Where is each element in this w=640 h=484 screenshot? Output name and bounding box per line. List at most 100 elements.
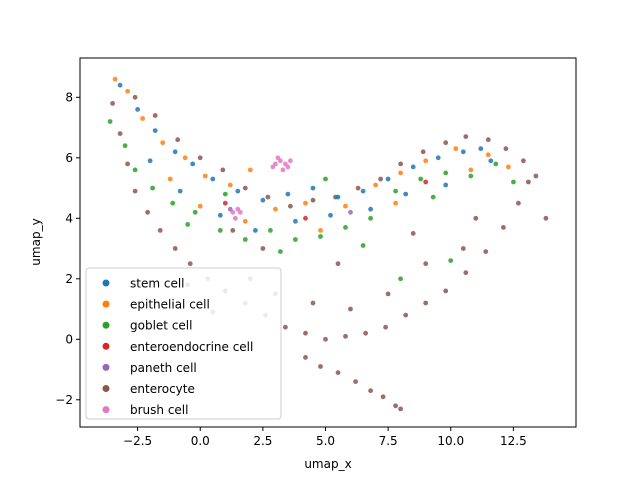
stem-cell-point: [443, 182, 449, 188]
goblet-cell-point: [418, 176, 424, 182]
epithelial-cell-point: [242, 218, 248, 224]
plot-area-frame: [79, 57, 577, 428]
enterocyte-point: [526, 179, 531, 185]
y-tick-label: 0: [65, 332, 73, 346]
legend-label: paneth cell: [130, 361, 197, 375]
enterocyte-point: [463, 134, 469, 140]
stem-cell-point: [285, 191, 291, 197]
enterocyte-point: [393, 403, 398, 409]
enterocyte-point: [220, 167, 226, 173]
x-axis-label: umap_x: [304, 457, 351, 471]
stem-cell-point: [190, 161, 196, 167]
goblet-cell-point: [360, 243, 366, 248]
legend-frame: [85, 267, 282, 420]
legend-label: stem cell: [130, 277, 185, 291]
epithelial-cell-point: [160, 140, 166, 146]
stem-cell-point: [478, 146, 484, 152]
enteroendocrine-cell-point: [222, 200, 228, 206]
goblet-cell-point: [368, 215, 373, 221]
enterocyte-point: [132, 94, 138, 100]
enterocyte-point: [335, 370, 341, 375]
x-axis: −2.5 0.0 2.5 5.0 7.5 10.0 12.5: [123, 427, 527, 448]
enterocyte-point: [145, 209, 151, 215]
enterocyte-point: [125, 161, 130, 167]
stem-cell-point: [435, 155, 441, 161]
legend-label: brush cell: [130, 403, 188, 417]
stem-cell-point: [460, 149, 466, 155]
epithelial-cell-point: [318, 228, 323, 233]
y-tick-label: 2: [65, 272, 73, 286]
goblet-cell-point: [268, 228, 273, 233]
stem-cell-point: [328, 212, 333, 218]
goblet-cell-point: [242, 237, 248, 242]
x-tick-label: 12.5: [500, 434, 527, 448]
stem-cell-point: [147, 158, 153, 164]
epithelial-cell-point: [343, 203, 348, 209]
points-layer: [107, 76, 549, 412]
goblet-cell-point: [443, 170, 449, 176]
brush-cell-point: [232, 215, 238, 221]
goblet-cell-point: [393, 188, 398, 194]
stem-cell-point: [310, 185, 316, 191]
enterocyte-point: [355, 185, 361, 191]
epithelial-cell-point: [197, 203, 203, 209]
paneth-cell-point: [348, 209, 353, 215]
enterocyte-point: [175, 137, 181, 143]
enterocyte-point: [516, 200, 521, 206]
enterocyte-point: [230, 228, 236, 233]
legend-label: enterocyte: [130, 382, 195, 396]
goblet-cell-point: [185, 222, 191, 227]
goblet-cell-point: [293, 237, 298, 242]
goblet-cell-point: [398, 276, 403, 282]
epithelial-cell-point: [167, 176, 173, 182]
stem-cell-point: [235, 188, 241, 194]
epithelial-cell-point: [398, 170, 403, 176]
y-tick-label: 6: [65, 151, 73, 165]
x-tick-label: −2.5: [123, 434, 152, 448]
y-tick-label: 8: [65, 90, 73, 104]
epithelial-cell-point: [468, 167, 474, 173]
goblet-cell-point: [343, 225, 348, 230]
enteroendocrine-cell-point: [303, 215, 308, 221]
epithelial-cell-point: [303, 200, 308, 206]
epithelial-cell-point: [112, 76, 118, 82]
legend-marker: [102, 406, 110, 414]
enterocyte-point: [288, 203, 293, 209]
enteroendocrine-cell-point: [423, 179, 429, 185]
epithelial-cell-point: [182, 155, 188, 161]
epithelial-cell-point: [506, 164, 511, 170]
enterocyte-point: [410, 231, 416, 236]
enterocyte-point: [242, 185, 248, 191]
enterocyte-point: [323, 336, 328, 342]
enterocyte-point: [443, 140, 449, 146]
enterocyte-point: [110, 101, 115, 106]
enterocyte-point: [398, 161, 403, 167]
epithelial-cell-point: [227, 182, 233, 188]
epithelial-cell-point: [373, 182, 378, 188]
enterocyte-point: [383, 324, 388, 330]
brush-cell-point: [275, 155, 281, 161]
enterocyte-point: [152, 113, 158, 118]
enterocyte-point: [443, 288, 449, 294]
enterocyte-point: [521, 158, 526, 164]
goblet-cell-point: [170, 200, 176, 206]
epithelial-cell-point: [202, 173, 208, 179]
y-axis: −2 0 2 4 6 8: [55, 90, 80, 407]
goblet-cell-point: [511, 179, 516, 185]
legend-label: epithelial cell: [130, 298, 210, 312]
enterocyte-point: [543, 215, 549, 221]
epithelial-cell-point: [140, 116, 146, 121]
epithelial-cell-point: [125, 88, 130, 94]
epithelial-cell-point: [247, 167, 253, 173]
x-tick-label: 0.0: [191, 434, 210, 448]
goblet-cell-point: [448, 258, 454, 263]
enterocyte-point: [460, 246, 466, 251]
goblet-cell-point: [278, 249, 283, 255]
enterocyte-point: [463, 270, 469, 276]
goblet-cell-point: [468, 173, 474, 179]
enterocyte-point: [335, 261, 341, 267]
enterocyte-point: [363, 330, 368, 336]
x-tick-label: 7.5: [379, 434, 398, 448]
stem-cell-point: [368, 206, 373, 212]
